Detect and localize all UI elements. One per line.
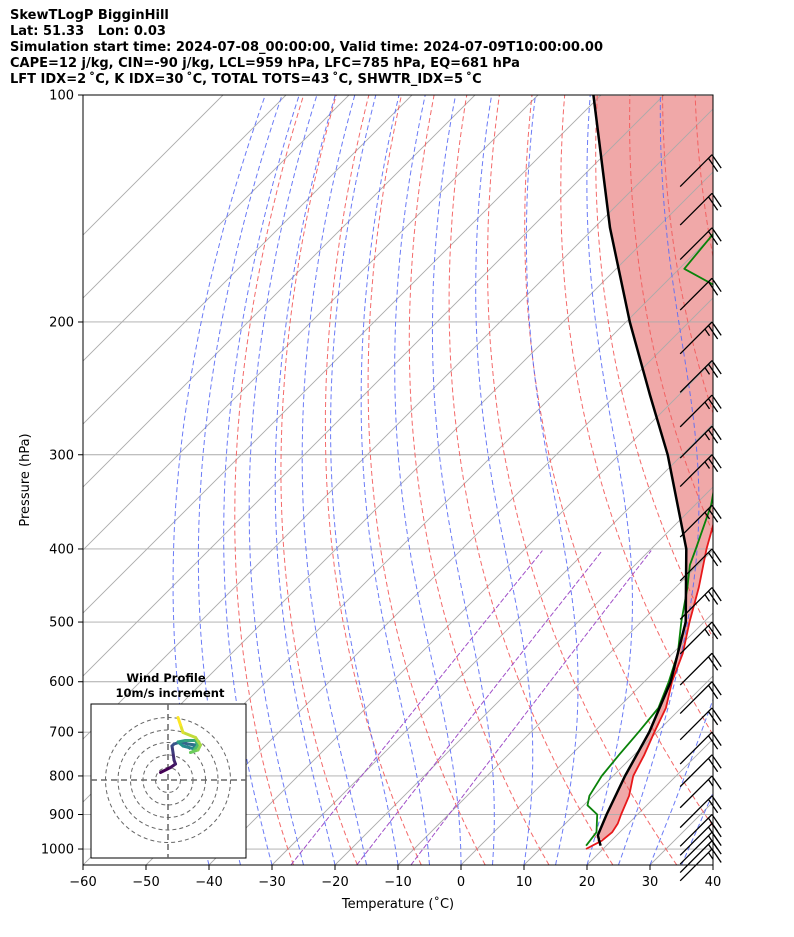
isotherm bbox=[712, 864, 713, 865]
isotherm bbox=[83, 95, 287, 299]
isotherm bbox=[83, 95, 602, 614]
moist-adiabat bbox=[618, 95, 700, 865]
x-tick-label: 20 bbox=[579, 875, 596, 890]
x-axis-title: Temperature (˚C) bbox=[341, 896, 454, 912]
mixing-ratio-line bbox=[356, 550, 603, 865]
isotherm bbox=[145, 297, 713, 865]
x-tick-label: −40 bbox=[195, 875, 222, 890]
wind-barb bbox=[679, 681, 722, 715]
isotherm bbox=[334, 486, 713, 865]
isotherm bbox=[83, 95, 539, 551]
moist-adiabat bbox=[525, 95, 579, 865]
isotherm bbox=[83, 95, 476, 488]
x-tick-label: 30 bbox=[642, 875, 659, 890]
y-tick-label: 400 bbox=[49, 542, 74, 557]
dry-adiabat bbox=[662, 95, 713, 415]
isotherm bbox=[271, 423, 713, 865]
isotherm bbox=[83, 108, 713, 740]
y-tick-label: 100 bbox=[49, 89, 74, 104]
moist-adiabat bbox=[197, 95, 283, 865]
temperature-profile bbox=[585, 522, 713, 850]
dry-adiabat bbox=[324, 95, 422, 865]
dry-adiabat bbox=[408, 95, 550, 865]
hodograph-segment bbox=[181, 731, 197, 739]
dry-adiabat bbox=[760, 95, 794, 865]
moist-adiabat bbox=[649, 697, 713, 865]
x-tick-label: −50 bbox=[132, 875, 159, 890]
dry-adiabat bbox=[728, 95, 794, 865]
mixing-ratio-line bbox=[410, 550, 652, 865]
hodograph-title: Wind Profile bbox=[126, 671, 206, 685]
moist-adiabat bbox=[475, 95, 534, 865]
dewpoint-profile bbox=[585, 232, 713, 847]
wind-barb bbox=[679, 652, 722, 686]
wind-barb bbox=[679, 754, 722, 788]
moist-adiabat bbox=[248, 95, 318, 865]
x-tick-label: −10 bbox=[384, 875, 411, 890]
moist-adiabat bbox=[394, 95, 462, 865]
isotherm bbox=[83, 95, 665, 677]
y-tick-label: 900 bbox=[49, 808, 74, 823]
dry-adiabat bbox=[560, 95, 713, 736]
isotherm bbox=[83, 95, 413, 425]
y-tick-label: 200 bbox=[49, 315, 74, 330]
moist-adiabat bbox=[274, 95, 336, 865]
moist-adiabat bbox=[172, 95, 266, 865]
dry-adiabat bbox=[595, 95, 713, 639]
hodograph-segment bbox=[176, 716, 182, 727]
moist-adiabat bbox=[330, 95, 399, 865]
dry-adiabat bbox=[524, 95, 713, 828]
x-tick-label: 10 bbox=[516, 875, 533, 890]
x-tick-label: −30 bbox=[258, 875, 285, 890]
dry-adiabat bbox=[367, 95, 486, 865]
moist-adiabat bbox=[360, 95, 430, 865]
y-axis-title: Pressure (hPa) bbox=[18, 433, 33, 526]
isotherm bbox=[776, 95, 794, 865]
moist-adiabat bbox=[712, 863, 713, 865]
moist-adiabat bbox=[681, 791, 713, 865]
y-tick-label: 500 bbox=[49, 616, 74, 631]
header-other-indices: LFT IDX=2 ˚C, K IDX=30 ˚C, TOTAL TOTS=43… bbox=[10, 72, 482, 87]
hodograph-segment bbox=[159, 766, 172, 774]
dry-adiabat bbox=[448, 95, 614, 865]
moist-adiabat bbox=[586, 95, 633, 865]
parcel-profile bbox=[592, 95, 688, 847]
moist-adiabat bbox=[431, 95, 495, 865]
x-tick-label: −20 bbox=[321, 875, 348, 890]
hodograph-segment bbox=[181, 744, 195, 750]
moist-adiabat bbox=[223, 95, 300, 865]
isotherm bbox=[460, 612, 713, 865]
header-title: SkewTLogP BigginHill bbox=[10, 8, 169, 23]
cin-area bbox=[593, 95, 713, 840]
hodograph-subtitle: 10m/s increment bbox=[116, 686, 225, 700]
x-tick-label: 40 bbox=[705, 875, 722, 890]
dry-adiabat bbox=[234, 95, 305, 865]
wind-barb bbox=[679, 814, 722, 847]
y-tick-label: 700 bbox=[49, 726, 74, 741]
header-stability-indices: CAPE=12 j/kg, CIN=-90 j/kg, LCL=959 hPa,… bbox=[10, 56, 520, 71]
wind-barb bbox=[679, 775, 722, 809]
mixing-ratio-line bbox=[290, 550, 543, 865]
y-tick-label: 800 bbox=[49, 769, 74, 784]
dry-adiabat bbox=[629, 95, 713, 535]
dry-adiabat bbox=[486, 95, 678, 865]
hodograph-segment bbox=[194, 736, 202, 747]
y-tick-label: 600 bbox=[49, 675, 74, 690]
header-simulation-time: Simulation start time: 2024-07-08_00:00:… bbox=[10, 40, 603, 55]
x-tick-label: −60 bbox=[69, 875, 96, 890]
isotherm bbox=[83, 95, 350, 362]
x-tick-label: 0 bbox=[457, 875, 465, 890]
moist-adiabat bbox=[301, 95, 367, 865]
isotherm bbox=[397, 549, 713, 865]
y-tick-label: 300 bbox=[49, 448, 74, 463]
chart-header: SkewTLogP BigginHill Lat: 51.33 Lon: 0.03… bbox=[10, 8, 603, 88]
dry-adiabat bbox=[280, 95, 358, 865]
y-tick-label: 1000 bbox=[41, 843, 74, 858]
header-location: Lat: 51.33 Lon: 0.03 bbox=[10, 24, 166, 39]
wind-barb bbox=[679, 795, 722, 829]
isotherm bbox=[83, 95, 224, 236]
